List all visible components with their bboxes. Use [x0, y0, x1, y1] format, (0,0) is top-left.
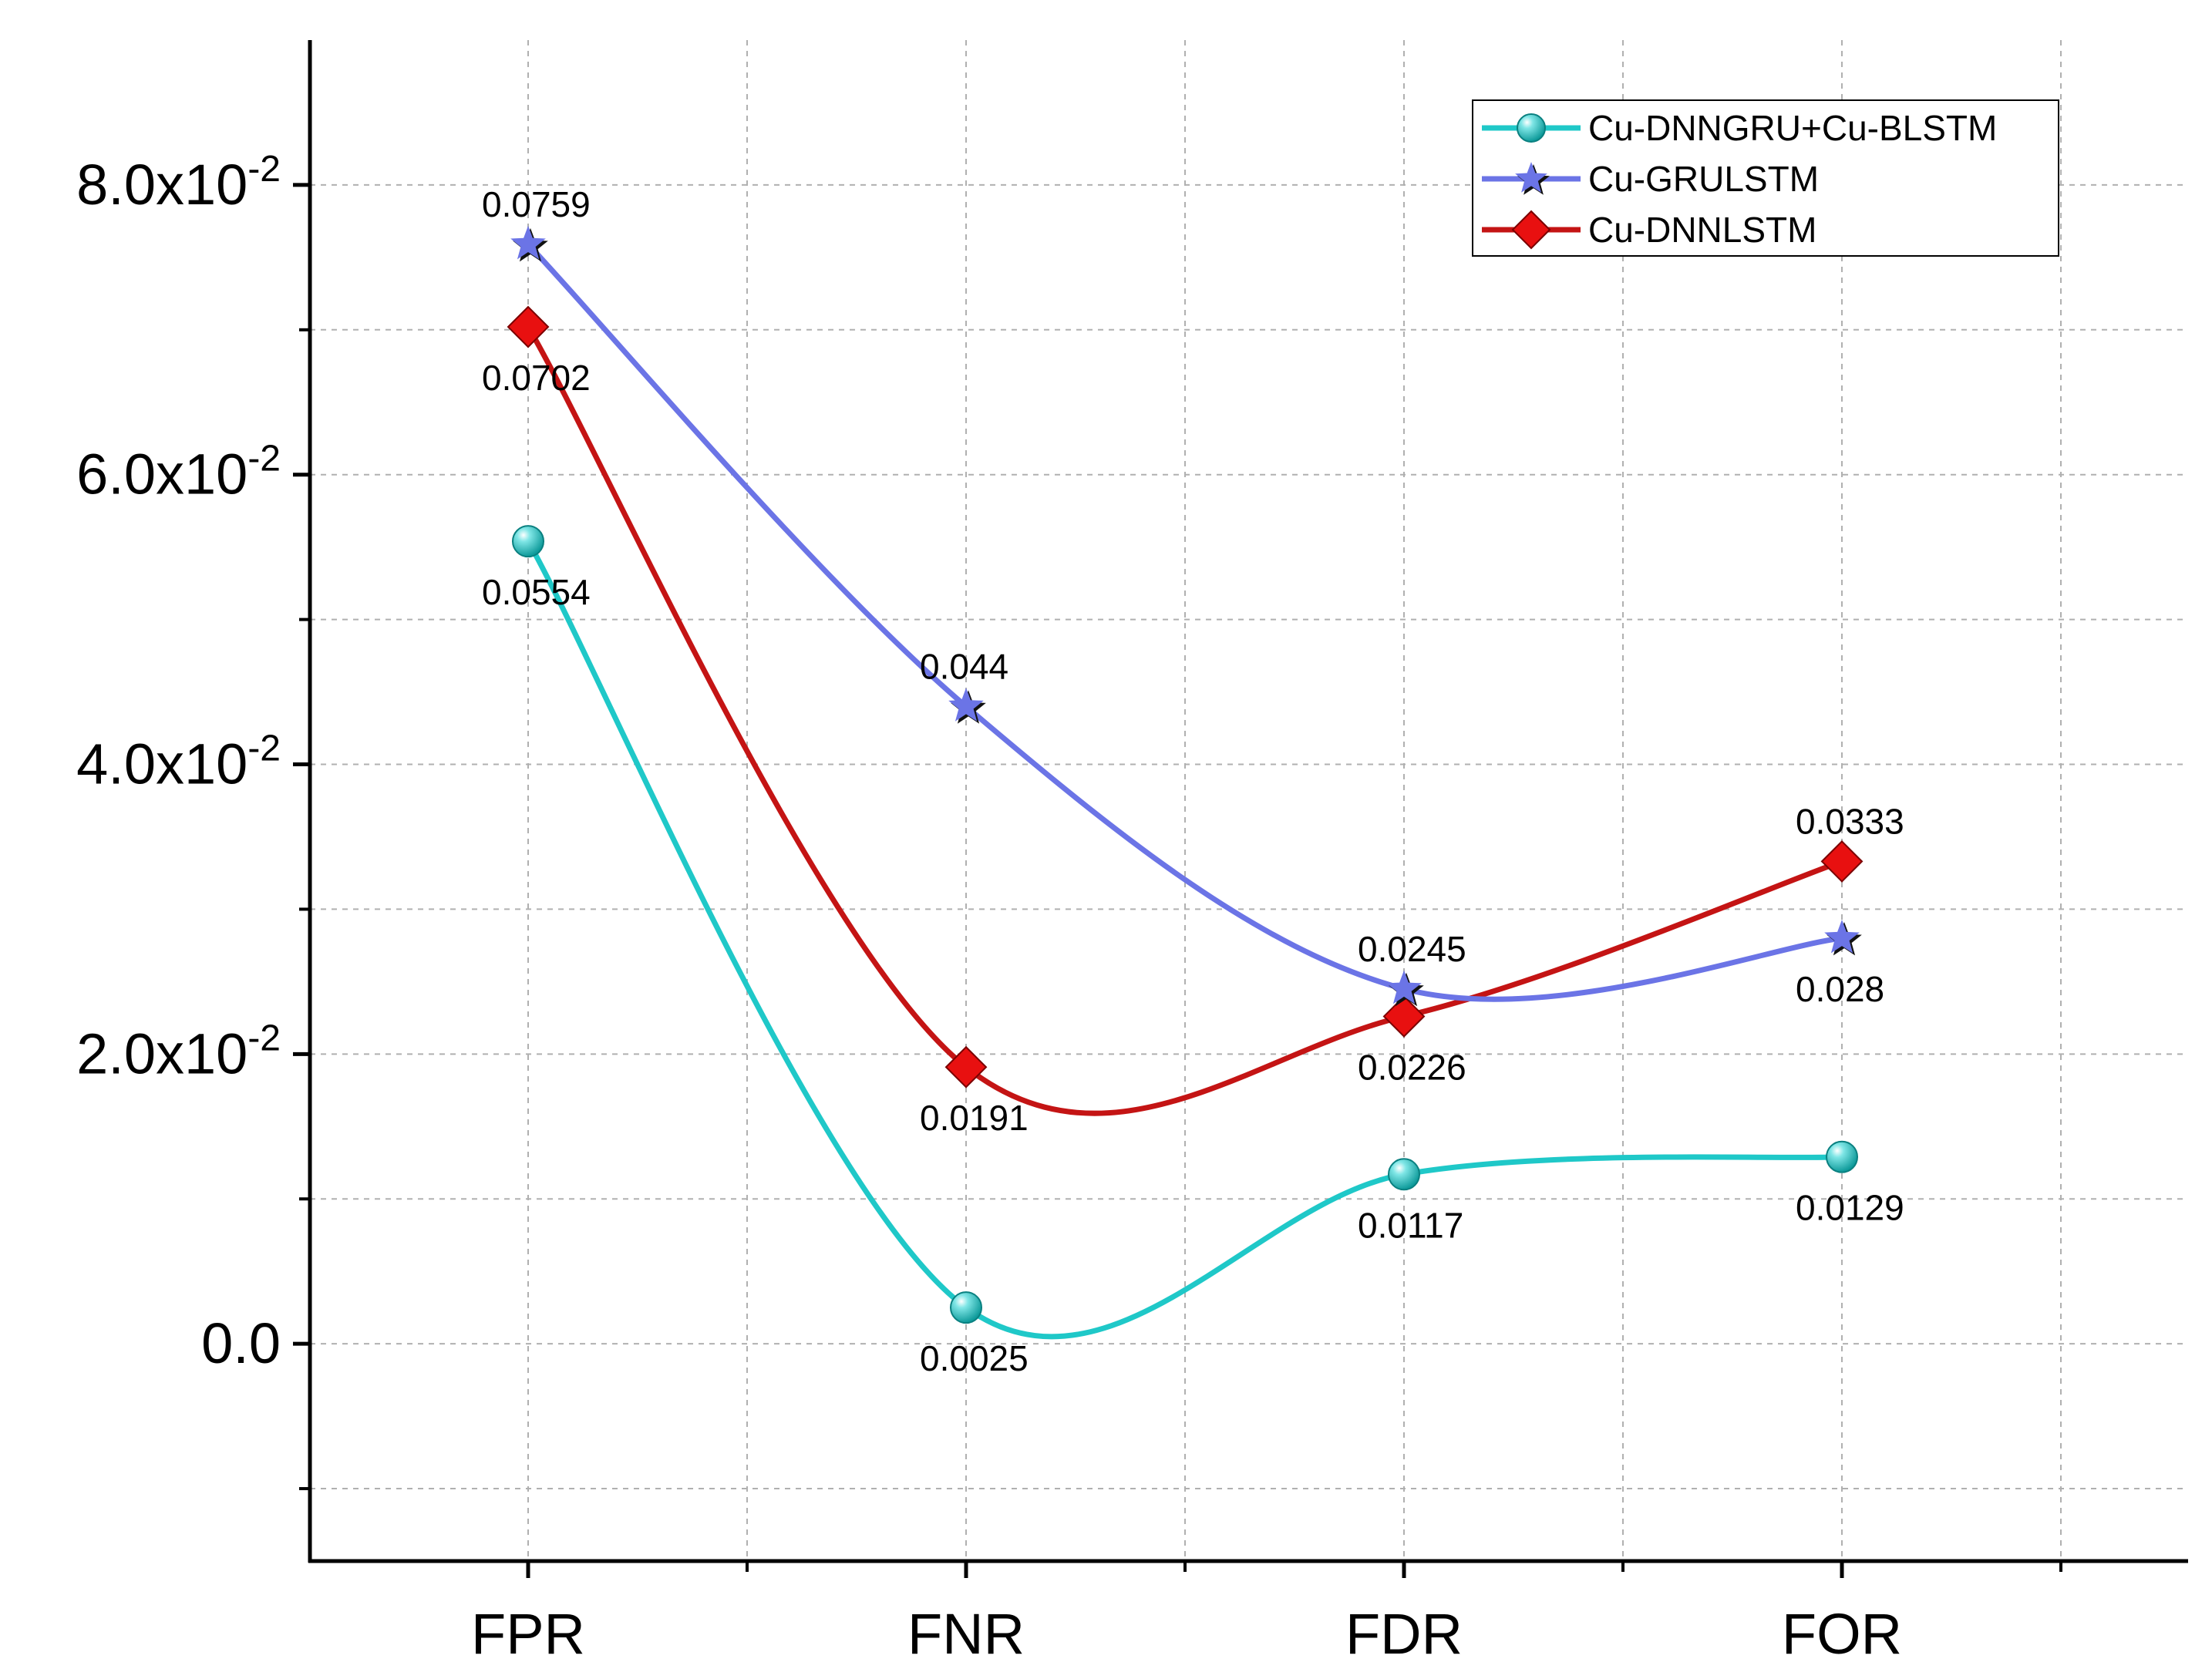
sphere-marker [1517, 113, 1546, 143]
data-label: 0.044 [920, 646, 1008, 686]
axes: 0.0 2.0x10-2 4.0x10-2 6.0x10-2 8.0x10-2 FPR FN… [76, 40, 2188, 1666]
sphere-marker [512, 525, 544, 558]
legend: Cu-DNNGRU+Cu-BLSTM Cu-GRULSTM Cu-DNNLSTM [1472, 99, 2059, 257]
y-tick-label: 0.0 [201, 1311, 281, 1375]
data-label: 0.0025 [920, 1338, 1029, 1378]
data-label: 0.0333 [1796, 801, 1904, 841]
star-marker [1515, 162, 1547, 193]
star-marker [1824, 920, 1860, 954]
y-tick-label: 6.0x10-2 [76, 439, 281, 506]
x-tick-label: FNR [907, 1602, 1025, 1666]
star-marker [510, 225, 546, 260]
x-tick-label: FDR [1345, 1602, 1463, 1666]
legend-label: Cu-DNNGRU+Cu-BLSTM [1588, 108, 1997, 148]
diamond-marker [1382, 995, 1426, 1038]
data-labels: 0.0554 0.0025 0.0117 0.0129 0.0759 0.044 0.024… [482, 184, 1904, 1378]
data-label: 0.0554 [482, 572, 591, 612]
x-tick-label: FOR [1782, 1602, 1902, 1666]
data-label: 0.0117 [1358, 1205, 1463, 1245]
series-line-Cu-DNNLSTM [525, 325, 1843, 1116]
data-label: 0.028 [1796, 969, 1884, 1009]
legend-label: Cu-GRULSTM [1588, 159, 1819, 199]
data-label: 0.0129 [1796, 1188, 1904, 1228]
data-label: 0.0759 [482, 184, 591, 224]
sphere-marker [1388, 1158, 1420, 1191]
x-tick-label: FPR [471, 1602, 585, 1666]
y-tick-label: 4.0x10-2 [76, 728, 281, 796]
series-line-Cu-DNNGRU+Cu-BLSTM [525, 540, 1843, 1340]
y-tick-label: 2.0x10-2 [76, 1018, 281, 1085]
data-label: 0.0226 [1358, 1047, 1466, 1087]
series-line-Cu-GRULSTM [526, 242, 1843, 1002]
diamond-marker [1511, 210, 1551, 250]
legend-label: Cu-DNNLSTM [1588, 210, 1816, 250]
diamond-marker [507, 305, 550, 348]
y-tick-label: 8.0x10-2 [76, 149, 281, 217]
diamond-marker [1820, 840, 1864, 883]
data-label: 0.0245 [1358, 929, 1466, 969]
gridlines [310, 40, 2188, 1561]
star-marker [1386, 970, 1422, 1004]
diamond-marker [944, 1045, 988, 1088]
sphere-marker [1826, 1140, 1858, 1173]
sphere-marker [950, 1291, 982, 1324]
data-label: 0.0191 [920, 1098, 1029, 1138]
star-marker [948, 688, 984, 722]
data-label: 0.0702 [482, 358, 591, 398]
series [507, 225, 1864, 1340]
